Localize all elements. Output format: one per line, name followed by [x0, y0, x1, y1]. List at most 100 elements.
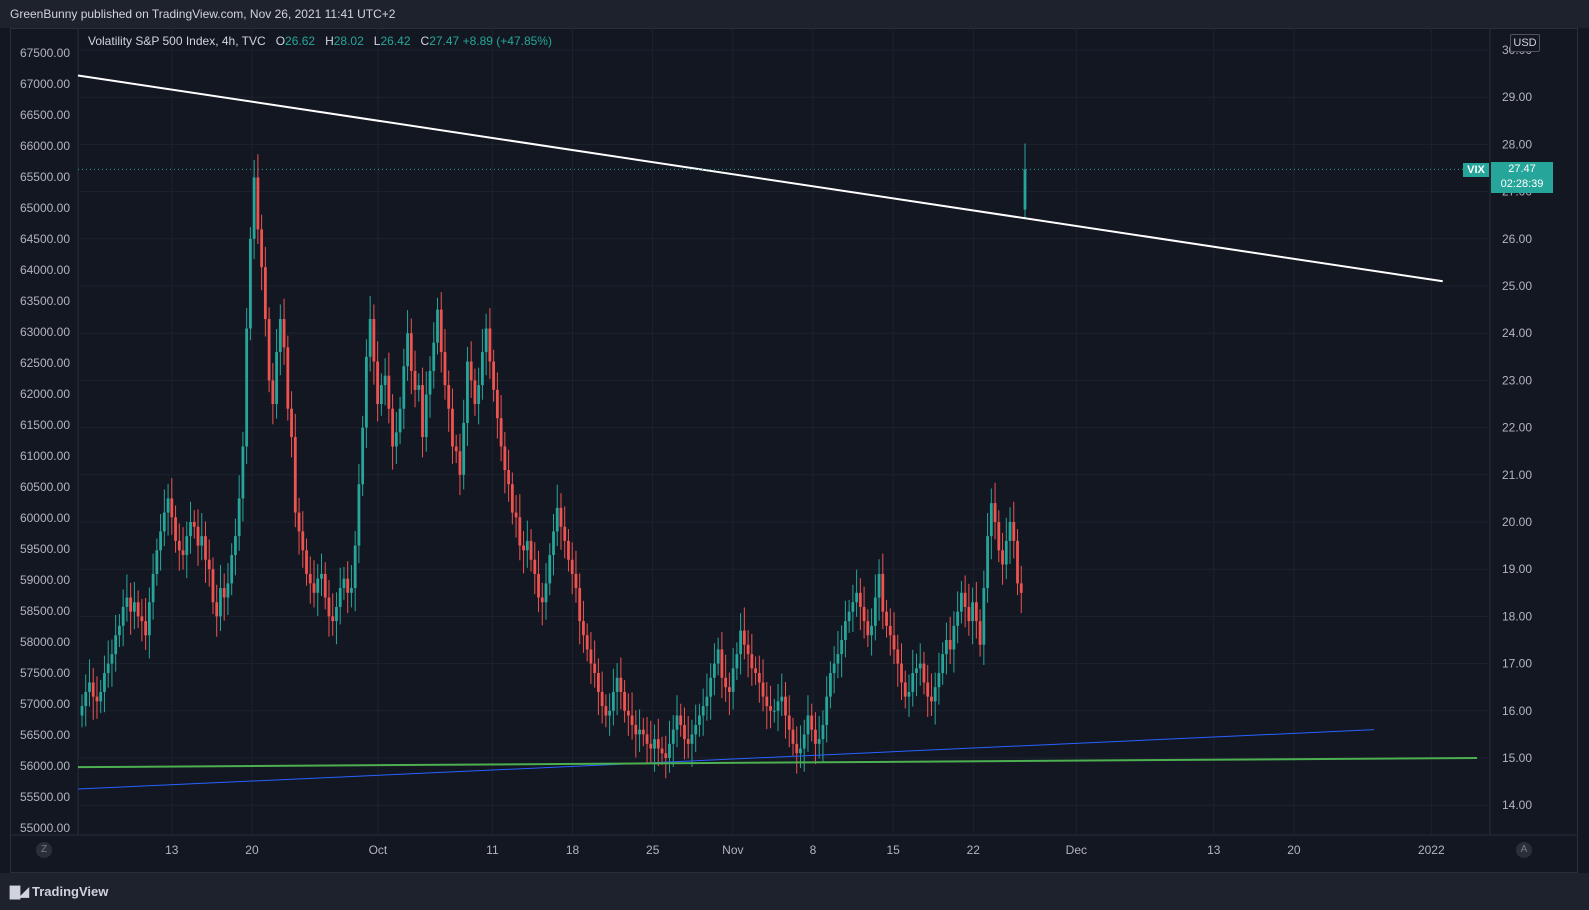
candle[interactable] [540, 582, 544, 626]
candle[interactable] [409, 318, 413, 395]
candle[interactable] [578, 573, 582, 645]
candle[interactable] [211, 557, 215, 615]
candle[interactable] [952, 611, 956, 673]
candle[interactable] [234, 518, 237, 576]
candle[interactable] [559, 493, 563, 550]
candle[interactable] [1001, 532, 1004, 585]
candle[interactable] [189, 501, 192, 554]
candle[interactable] [114, 614, 118, 672]
zoom-reset-button[interactable]: Z [36, 842, 52, 858]
candle[interactable] [843, 600, 847, 658]
candle[interactable] [754, 656, 757, 685]
candle[interactable] [597, 658, 600, 716]
candle[interactable] [567, 529, 570, 572]
candle[interactable] [248, 227, 252, 341]
candle[interactable] [454, 434, 458, 463]
candle[interactable] [147, 587, 151, 659]
candle[interactable] [185, 521, 189, 579]
candle[interactable] [615, 663, 619, 716]
trendline[interactable] [77, 729, 1375, 790]
candle[interactable] [799, 725, 802, 768]
candle[interactable] [645, 716, 649, 765]
candle[interactable] [301, 511, 305, 568]
candle[interactable] [353, 530, 357, 612]
candle[interactable] [739, 613, 743, 675]
candle[interactable] [945, 622, 948, 675]
candle[interactable] [855, 569, 859, 617]
candle[interactable] [1019, 565, 1023, 614]
candle[interactable] [361, 415, 365, 497]
candle[interactable] [709, 663, 713, 720]
candle[interactable] [918, 643, 922, 686]
candle[interactable] [1004, 517, 1008, 580]
candle[interactable] [971, 587, 975, 645]
candle[interactable] [170, 478, 174, 535]
candle[interactable] [1012, 501, 1016, 559]
candle[interactable] [451, 388, 454, 464]
candle[interactable] [215, 584, 219, 637]
candle[interactable] [477, 367, 481, 425]
candle[interactable] [552, 513, 555, 576]
candle[interactable] [338, 567, 342, 625]
candle[interactable] [155, 538, 159, 586]
candle[interactable] [948, 616, 952, 665]
candle[interactable] [1016, 529, 1019, 596]
candle[interactable] [537, 550, 540, 613]
candle[interactable] [252, 159, 256, 260]
candle[interactable] [787, 695, 791, 748]
candle[interactable] [125, 574, 129, 622]
candle[interactable] [611, 668, 615, 726]
candle[interactable] [177, 523, 181, 571]
candle[interactable] [664, 735, 668, 779]
candle[interactable] [679, 703, 683, 737]
candle[interactable] [548, 543, 552, 596]
candle[interactable] [907, 674, 911, 717]
candle[interactable] [192, 510, 196, 539]
candle[interactable] [346, 561, 350, 614]
candle[interactable] [106, 640, 110, 688]
candle[interactable] [144, 597, 148, 650]
candle[interactable] [896, 634, 900, 687]
candle[interactable] [653, 724, 656, 772]
candle[interactable] [727, 672, 731, 716]
candle[interactable] [275, 328, 278, 419]
candle[interactable] [724, 654, 728, 702]
candle[interactable] [458, 433, 462, 496]
candle[interactable] [495, 372, 499, 439]
candle[interactable] [829, 661, 832, 709]
candle[interactable] [466, 346, 469, 447]
candle[interactable] [398, 396, 402, 445]
candle[interactable] [174, 505, 177, 553]
candle[interactable] [731, 648, 735, 710]
candle[interactable] [814, 712, 817, 765]
candle[interactable] [832, 646, 836, 694]
candle[interactable] [589, 631, 593, 684]
candle[interactable] [761, 659, 765, 712]
candle[interactable] [716, 637, 720, 676]
candle[interactable] [481, 328, 484, 400]
candle[interactable] [514, 495, 518, 538]
candle[interactable] [881, 553, 885, 630]
trendline[interactable] [77, 757, 1478, 769]
candle[interactable] [698, 703, 701, 737]
candle[interactable] [417, 373, 421, 402]
candle[interactable] [379, 373, 383, 416]
candle[interactable] [593, 640, 597, 688]
candle[interactable] [428, 356, 432, 418]
candle[interactable] [683, 707, 686, 760]
candle[interactable] [436, 297, 439, 355]
candle[interactable] [821, 710, 825, 763]
candle[interactable] [387, 352, 391, 424]
candle[interactable] [675, 695, 679, 748]
candle[interactable] [159, 513, 162, 571]
candle[interactable] [922, 651, 926, 695]
candle[interactable] [181, 527, 185, 570]
candle[interactable] [600, 671, 604, 724]
candle[interactable] [806, 695, 810, 752]
candle[interactable] [585, 623, 589, 662]
candle[interactable] [967, 583, 971, 636]
candle[interactable] [166, 483, 170, 536]
candle[interactable] [582, 600, 585, 653]
candle[interactable] [316, 564, 320, 616]
candle[interactable] [136, 590, 140, 629]
